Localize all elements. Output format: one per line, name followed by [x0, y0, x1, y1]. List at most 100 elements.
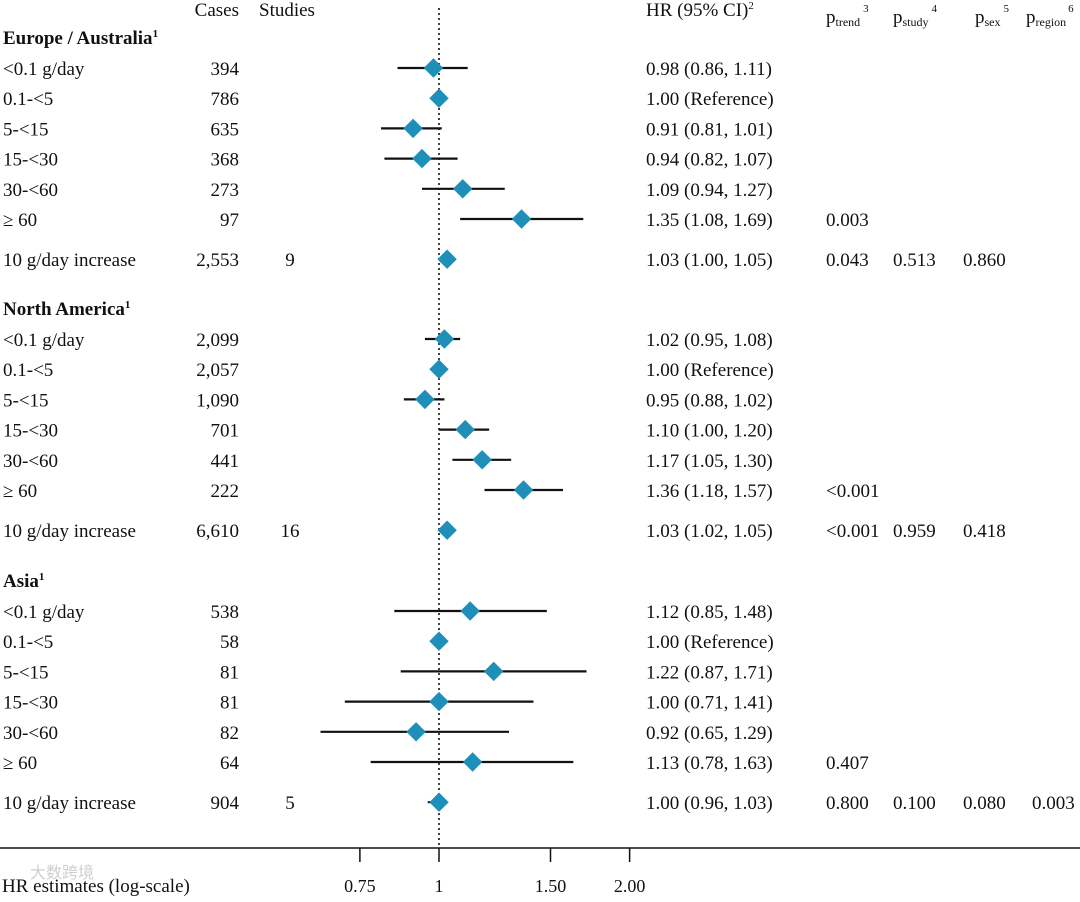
group-title: Europe / Australia1 [3, 28, 158, 49]
cases-value: 82 [220, 723, 239, 744]
row-label: 10 g/day increase [3, 793, 136, 814]
hr-ci-text: 0.95 (0.88, 1.02) [646, 390, 773, 411]
p-trend-value: 0.043 [826, 250, 869, 271]
cases-value: 64 [220, 753, 240, 774]
cases-value: 1,090 [196, 390, 239, 411]
hr-ci-text: 1.09 (0.94, 1.27) [646, 180, 773, 201]
cases-value: 635 [211, 119, 240, 140]
data-row: 0.1-<5 2,057 1.00 (Reference) [3, 359, 774, 381]
p-trend-value: 0.800 [826, 793, 869, 814]
row-label: 5-<15 [3, 390, 49, 411]
p-sex-value: 0.080 [963, 793, 1006, 814]
cases-value: 441 [211, 451, 240, 472]
hr-marker [406, 722, 426, 742]
row-label: 5-<15 [3, 662, 49, 683]
x-axis-ticks: 0.75 1 1.50 2.00 [344, 848, 645, 896]
hr-marker [437, 249, 457, 269]
hr-marker [511, 209, 532, 229]
row-label: 30-<60 [3, 451, 58, 472]
x-tick-label: 0.75 [344, 876, 376, 896]
hr-marker [403, 118, 423, 139]
hr-ci-text: 1.03 (1.00, 1.05) [646, 250, 773, 271]
x-axis-title: HR estimates (log-scale) [2, 876, 190, 897]
cases-value: 81 [220, 693, 239, 714]
hr-ci-text: 0.91 (0.81, 1.01) [646, 119, 773, 140]
p-region-value: 0.003 [1032, 793, 1075, 814]
row-label: <0.1 g/day [3, 602, 85, 623]
cases-value: 701 [211, 421, 240, 442]
cases-value: 6,610 [196, 521, 239, 542]
row-label: 15-<30 [3, 150, 58, 171]
hr-ci-text: 1.10 (1.00, 1.20) [646, 421, 773, 442]
hr-ci-text: 1.35 (1.08, 1.69) [646, 210, 773, 231]
header-studies: Studies [259, 0, 315, 21]
hr-ci-text: 1.00 (Reference) [646, 89, 774, 110]
cases-value: 2,057 [196, 360, 239, 381]
hr-ci-text: 0.98 (0.86, 1.11) [646, 59, 772, 80]
hr-ci-text: 1.13 (0.78, 1.63) [646, 753, 773, 774]
hr-ci-text: 1.22 (0.87, 1.71) [646, 662, 773, 683]
row-label: <0.1 g/day [3, 330, 85, 351]
hr-marker [415, 389, 435, 410]
studies-value: 9 [285, 250, 295, 271]
data-row: <0.1 g/day 394 0.98 (0.86, 1.11) [3, 58, 772, 80]
data-row: 0.1-<5 58 1.00 (Reference) [3, 631, 774, 653]
row-label: ≥ 60 [3, 210, 37, 231]
group-title: Asia1 [3, 571, 44, 592]
p-study-value: 0.100 [893, 793, 936, 814]
group-0: Europe / Australia1 <0.1 g/day 394 0.98 (0.… [3, 28, 1006, 271]
hr-marker [423, 58, 444, 78]
cases-value: 2,553 [196, 250, 239, 271]
hr-marker [434, 329, 455, 349]
row-label: 0.1-<5 [3, 89, 53, 110]
header-p-region: pregion6 [1026, 3, 1074, 29]
cases-value: 97 [220, 210, 239, 231]
row-label: 0.1-<5 [3, 360, 53, 381]
hr-marker [429, 88, 449, 108]
p-study-value: 0.959 [893, 521, 936, 542]
hr-ci-text: 0.92 (0.65, 1.29) [646, 723, 773, 744]
x-tick-label: 2.00 [614, 876, 646, 896]
hr-marker [452, 179, 473, 199]
data-row: <0.1 g/day 538 1.12 (0.85, 1.48) [3, 601, 773, 623]
p-sex-value: 0.418 [963, 521, 1006, 542]
studies-value: 5 [285, 793, 295, 814]
cases-value: 538 [211, 602, 240, 623]
row-label: 30-<60 [3, 180, 58, 201]
row-label: 30-<60 [3, 723, 58, 744]
p-sex-value: 0.860 [963, 250, 1006, 271]
row-label: 10 g/day increase [3, 250, 136, 271]
hr-ci-text: 1.02 (0.95, 1.08) [646, 330, 773, 351]
data-row: 0.1-<5 786 1.00 (Reference) [3, 88, 774, 110]
data-row: 30-<60 441 1.17 (1.05, 1.30) [3, 450, 773, 472]
row-label: 15-<30 [3, 421, 58, 442]
data-row: 15-<30 81 1.00 (0.71, 1.41) [3, 691, 773, 714]
x-tick-label: 1.50 [535, 876, 567, 896]
data-row: 30-<60 273 1.09 (0.94, 1.27) [3, 179, 773, 201]
hr-marker [429, 359, 449, 379]
data-row: 5-<15 1,090 0.95 (0.88, 1.02) [3, 389, 773, 411]
hr-marker [429, 792, 449, 812]
hr-marker [483, 661, 504, 682]
summary-row: 10 g/day increase 6,610 16 1.03 (1.02, 1.05… [3, 520, 1006, 542]
cases-value: 786 [211, 89, 240, 110]
p-trend-value: 0.407 [826, 753, 869, 774]
data-row: 15-<30 701 1.10 (1.00, 1.20) [3, 419, 773, 442]
watermark: 大数跨境 [30, 863, 94, 882]
hr-marker [437, 520, 457, 540]
cases-value: 222 [211, 481, 240, 502]
cases-value: 81 [220, 662, 239, 683]
data-row: 15-<30 368 0.94 (0.82, 1.07) [3, 148, 773, 171]
cases-value: 58 [220, 632, 239, 653]
hr-ci-text: 1.00 (Reference) [646, 360, 774, 381]
cases-value: 2,099 [196, 330, 239, 351]
hr-marker [462, 752, 483, 772]
row-label: 5-<15 [3, 119, 49, 140]
hr-ci-text: 0.94 (0.82, 1.07) [646, 150, 773, 171]
row-label: <0.1 g/day [3, 59, 85, 80]
hr-marker [455, 419, 475, 440]
header-cases: Cases [195, 0, 239, 21]
p-study-value: 0.513 [893, 250, 936, 271]
hr-ci-text: 1.03 (1.02, 1.05) [646, 521, 773, 542]
hr-marker [513, 480, 534, 500]
